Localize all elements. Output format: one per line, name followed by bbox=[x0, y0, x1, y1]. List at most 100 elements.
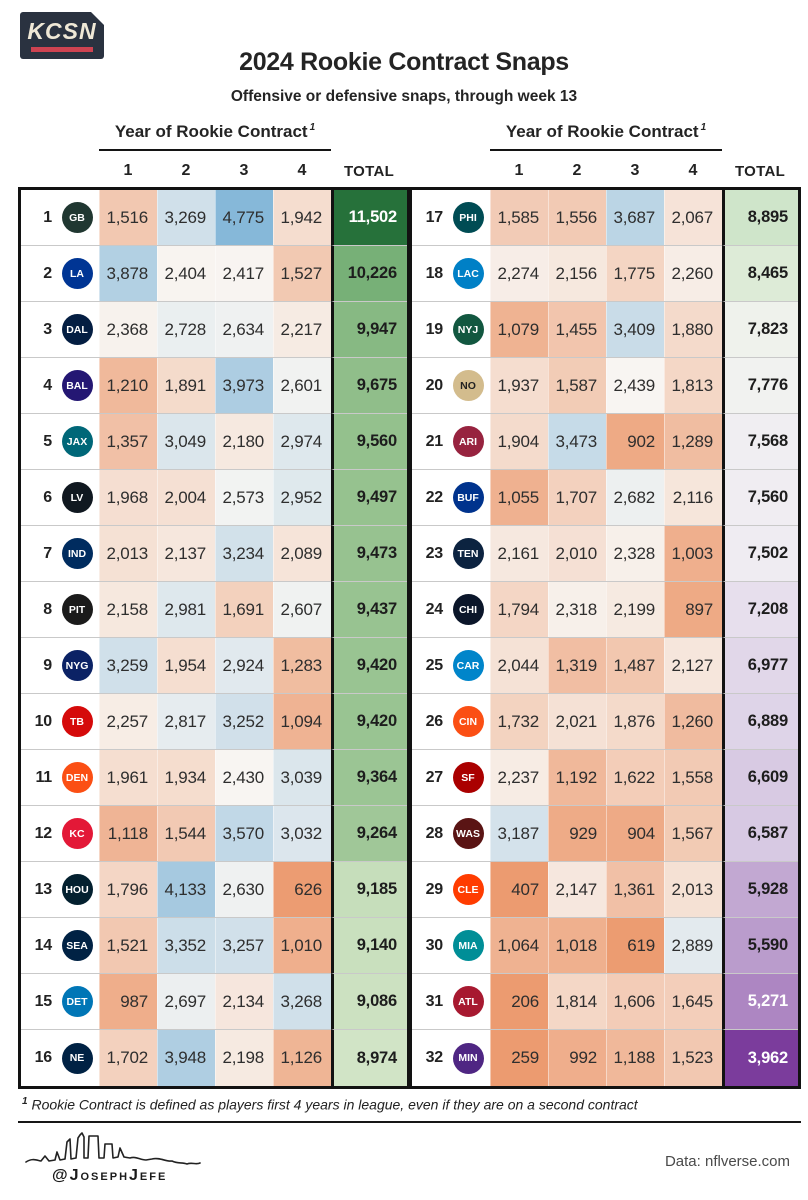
snap-cell-year-1: 1,585 bbox=[490, 190, 548, 246]
snap-cell-year-2: 1,556 bbox=[548, 190, 606, 246]
snap-cell-year-1: 1,516 bbox=[99, 190, 157, 246]
team-logo-green-bay-packers: GB bbox=[61, 202, 93, 233]
total-cell: 9,086 bbox=[331, 974, 407, 1030]
snap-cell-year-2: 1,954 bbox=[157, 638, 215, 694]
team-logo-miami-dolphins: MIA bbox=[452, 930, 484, 961]
snap-cell-year-1: 1,937 bbox=[490, 358, 548, 414]
snap-cell-year-1: 2,161 bbox=[490, 526, 548, 582]
team-logo-new-york-jets: NYJ bbox=[452, 314, 484, 345]
footnote-mark: 1 bbox=[22, 1096, 28, 1107]
col-header-year-1: 1 bbox=[514, 162, 524, 179]
snap-cell-year-2: 1,814 bbox=[548, 974, 606, 1030]
team-logo-arizona-cardinals: ARI bbox=[452, 426, 484, 457]
snap-cell-year-4: 2,889 bbox=[664, 918, 722, 974]
snap-cell-year-2: 2,010 bbox=[548, 526, 606, 582]
total-cell: 7,823 bbox=[722, 302, 798, 358]
snap-cell-year-4: 2,127 bbox=[664, 638, 722, 694]
logo-cell: ARI bbox=[446, 414, 490, 470]
snap-cell-year-2: 1,587 bbox=[548, 358, 606, 414]
snap-cell-year-4: 897 bbox=[664, 582, 722, 638]
team-logo-buffalo-bills: BUF bbox=[452, 482, 484, 513]
logo-cell: NO bbox=[446, 358, 490, 414]
snap-cell-year-4: 1,645 bbox=[664, 974, 722, 1030]
snap-cell-year-3: 1,188 bbox=[606, 1030, 664, 1086]
credit-handle: @JosephJefe bbox=[52, 1166, 168, 1184]
snap-cell-year-4: 1,567 bbox=[664, 806, 722, 862]
logo-cell: IND bbox=[55, 526, 99, 582]
team-logo-philadelphia-eagles: PHI bbox=[452, 202, 484, 233]
snap-cell-year-1: 2,013 bbox=[99, 526, 157, 582]
team-logo-new-england-patriots: NE bbox=[61, 1042, 93, 1074]
rank-label: 9 bbox=[21, 638, 55, 694]
snap-cell-year-4: 1,260 bbox=[664, 694, 722, 750]
logo-cell: LAC bbox=[446, 246, 490, 302]
snap-cell-year-2: 1,891 bbox=[157, 358, 215, 414]
total-cell: 8,895 bbox=[722, 190, 798, 246]
snap-cell-year-1: 1,118 bbox=[99, 806, 157, 862]
snap-cell-year-3: 2,630 bbox=[215, 862, 273, 918]
rank-label: 2 bbox=[21, 246, 55, 302]
skyline-icon bbox=[25, 1131, 201, 1165]
team-logo-cincinnati-bengals: CIN bbox=[452, 706, 484, 737]
col-header-year-1: 1 bbox=[123, 162, 133, 179]
snap-cell-year-1: 1,904 bbox=[490, 414, 548, 470]
page-subtitle: Offensive or defensive snaps, through we… bbox=[230, 88, 578, 105]
snap-cell-year-2: 1,707 bbox=[548, 470, 606, 526]
team-logo-los-angeles-chargers: LAC bbox=[452, 258, 484, 289]
snap-cell-year-4: 2,260 bbox=[664, 246, 722, 302]
total-cell: 9,947 bbox=[331, 302, 407, 358]
total-cell: 9,264 bbox=[331, 806, 407, 862]
snap-cell-year-1: 1,796 bbox=[99, 862, 157, 918]
group-header-label: Year of Rookie Contract bbox=[505, 122, 699, 141]
logo-cell: CAR bbox=[446, 638, 490, 694]
snap-cell-year-3: 2,198 bbox=[215, 1030, 273, 1086]
snap-cell-year-2: 929 bbox=[548, 806, 606, 862]
table-left-ranks-1-16: Year of Rookie Contract 1 1 2 3 4 TOTAL 1… bbox=[18, 122, 410, 1089]
snap-cell-year-3: 1,691 bbox=[215, 582, 273, 638]
snap-cell-year-4: 3,039 bbox=[273, 750, 331, 806]
rank-label: 4 bbox=[21, 358, 55, 414]
rank-label: 32 bbox=[412, 1030, 446, 1086]
team-logo-minnesota-vikings: MIN bbox=[452, 1042, 484, 1074]
team-logo-los-angeles-rams: LA bbox=[61, 258, 93, 289]
total-cell: 5,590 bbox=[722, 918, 798, 974]
snap-cell-year-2: 3,352 bbox=[157, 918, 215, 974]
total-cell: 6,889 bbox=[722, 694, 798, 750]
snap-cell-year-4: 1,094 bbox=[273, 694, 331, 750]
col-header-year-3: 3 bbox=[630, 162, 640, 179]
snap-cell-year-2: 2,728 bbox=[157, 302, 215, 358]
snap-cell-year-2: 2,981 bbox=[157, 582, 215, 638]
team-logo-carolina-panthers: CAR bbox=[452, 650, 484, 681]
rank-label: 6 bbox=[21, 470, 55, 526]
col-header-total: TOTAL bbox=[343, 163, 395, 180]
snap-cell-year-2: 2,137 bbox=[157, 526, 215, 582]
snap-cell-year-1: 1,079 bbox=[490, 302, 548, 358]
snap-cell-year-3: 619 bbox=[606, 918, 664, 974]
snap-cell-year-4: 1,942 bbox=[273, 190, 331, 246]
rank-label: 1 bbox=[21, 190, 55, 246]
snap-cell-year-4: 2,067 bbox=[664, 190, 722, 246]
col-header-total: TOTAL bbox=[734, 163, 786, 180]
team-logo-tampa-bay-buccaneers: TB bbox=[61, 706, 93, 737]
snap-cell-year-2: 4,133 bbox=[157, 862, 215, 918]
snap-cell-year-3: 3,687 bbox=[606, 190, 664, 246]
logo-cell: DAL bbox=[55, 302, 99, 358]
snap-cell-year-1: 1,357 bbox=[99, 414, 157, 470]
snap-cell-year-3: 1,487 bbox=[606, 638, 664, 694]
snap-cell-year-3: 3,973 bbox=[215, 358, 273, 414]
total-cell: 9,437 bbox=[331, 582, 407, 638]
team-logo-jacksonville-jaguars: JAX bbox=[61, 426, 93, 457]
snap-cell-year-1: 2,158 bbox=[99, 582, 157, 638]
snap-cell-year-2: 1,319 bbox=[548, 638, 606, 694]
snap-cell-year-3: 3,409 bbox=[606, 302, 664, 358]
rank-label: 27 bbox=[412, 750, 446, 806]
rank-label: 11 bbox=[21, 750, 55, 806]
logo-cell: HOU bbox=[55, 862, 99, 918]
col-header-year-4: 4 bbox=[297, 162, 307, 179]
logo-cell: NYJ bbox=[446, 302, 490, 358]
total-cell: 7,560 bbox=[722, 470, 798, 526]
snap-cell-year-4: 626 bbox=[273, 862, 331, 918]
snap-cell-year-2: 3,473 bbox=[548, 414, 606, 470]
total-cell: 5,271 bbox=[722, 974, 798, 1030]
snap-cell-year-2: 1,192 bbox=[548, 750, 606, 806]
